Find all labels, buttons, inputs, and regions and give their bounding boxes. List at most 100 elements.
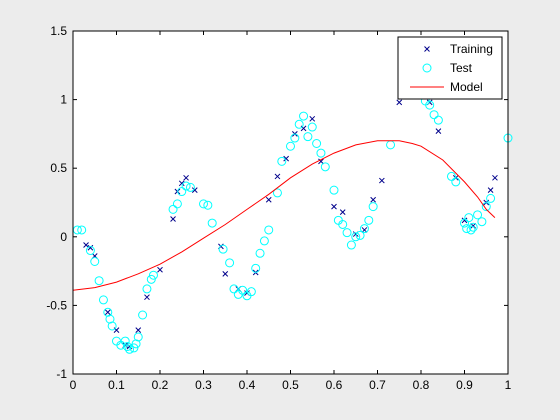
legend-test-swatch — [422, 63, 432, 73]
legend-label-test: Test — [450, 61, 473, 75]
test-point — [451, 177, 461, 187]
training-point — [361, 227, 368, 233]
legend: Training Test Model — [397, 36, 503, 100]
test-point — [446, 171, 456, 181]
test-point — [255, 248, 265, 258]
test-point — [312, 139, 322, 149]
training-point — [83, 242, 89, 248]
test-point — [329, 185, 339, 195]
x-tick-label: 0.1 — [108, 378, 125, 392]
training-point — [435, 128, 442, 135]
test-point — [320, 162, 330, 172]
x-tick-label: 0.6 — [326, 378, 343, 392]
training-point — [183, 174, 189, 181]
test-point — [142, 284, 152, 294]
series-test — [72, 88, 513, 354]
test-point — [429, 110, 439, 120]
test-point — [468, 222, 478, 232]
test-point — [473, 210, 483, 220]
training-point — [113, 327, 120, 333]
test-point — [77, 225, 87, 235]
training-point — [104, 309, 111, 316]
test-point — [246, 287, 256, 297]
test-point — [229, 284, 239, 294]
test-point — [351, 232, 361, 242]
test-point — [294, 119, 304, 129]
training-point — [300, 125, 307, 132]
test-point — [359, 224, 369, 234]
test-point — [338, 219, 348, 229]
test-point — [486, 193, 496, 203]
test-point — [481, 202, 491, 212]
test-point — [464, 213, 474, 223]
training-point — [265, 196, 272, 203]
training-point — [309, 115, 316, 122]
model-line — [72, 140, 496, 291]
test-point — [185, 182, 195, 192]
test-point — [90, 256, 100, 266]
x-tick-label: 0.7 — [369, 378, 386, 392]
test-point — [122, 342, 132, 352]
y-tick-label: 1.5 — [50, 24, 67, 38]
test-point — [316, 148, 326, 158]
test-point — [146, 274, 156, 284]
test-point — [425, 100, 435, 110]
x-tick-label: 0.9 — [456, 378, 473, 392]
test-point — [148, 270, 158, 280]
x-tick-label: 0.2 — [152, 378, 169, 392]
test-point — [238, 285, 248, 295]
test-point — [207, 218, 217, 228]
training-point — [157, 266, 163, 273]
y-tick-label: 0 — [60, 230, 67, 244]
test-point — [462, 224, 472, 234]
training-point — [170, 216, 176, 222]
x-tick-label: 0 — [70, 378, 77, 392]
test-point — [342, 228, 352, 238]
test-point — [172, 199, 182, 209]
training-point — [87, 244, 94, 251]
x-tick-label: 0.3 — [195, 378, 212, 392]
test-point — [286, 141, 295, 151]
test-point — [460, 218, 469, 228]
test-point — [129, 343, 139, 353]
series-model — [72, 140, 496, 291]
test-point — [125, 344, 135, 354]
training-point — [191, 187, 198, 194]
training-point — [274, 173, 281, 180]
test-point — [218, 244, 228, 254]
training-point — [378, 177, 385, 184]
training-point — [487, 187, 494, 194]
test-point — [138, 310, 148, 320]
test-point — [433, 115, 443, 125]
training-point — [144, 294, 150, 301]
y-tick-label: -0.5 — [46, 298, 67, 312]
x-tick-label: 1 — [505, 378, 512, 392]
y-tick-label: 1 — [60, 93, 67, 107]
test-point — [225, 258, 235, 268]
test-point — [307, 122, 317, 132]
x-tick-label: 0.5 — [282, 378, 299, 392]
test-point — [346, 240, 356, 250]
test-point — [203, 200, 213, 210]
test-point — [199, 199, 208, 209]
y-tick-label: -1 — [56, 367, 67, 381]
axis-layer: 0 0.1 0.2 0.3 0.4 0.5 0.6 0.7 0.8 0.9 1 -1 -0.5 0 0.5 1… — [46, 24, 511, 392]
test-point — [299, 111, 309, 121]
test-point — [259, 236, 269, 246]
test-point — [251, 263, 261, 273]
training-point — [222, 270, 229, 277]
test-point — [168, 204, 178, 214]
training-point — [339, 209, 346, 215]
training-point — [331, 203, 337, 210]
legend-training-swatch — [424, 46, 430, 52]
test-point — [264, 225, 274, 235]
test-point — [477, 217, 487, 227]
test-point — [177, 187, 187, 197]
training-point — [135, 327, 142, 333]
test-point — [272, 188, 282, 198]
training-point — [461, 217, 468, 224]
y-tick-label: 0.5 — [50, 161, 67, 175]
test-point — [181, 181, 191, 191]
training-point — [178, 180, 185, 187]
training-point — [318, 158, 324, 165]
